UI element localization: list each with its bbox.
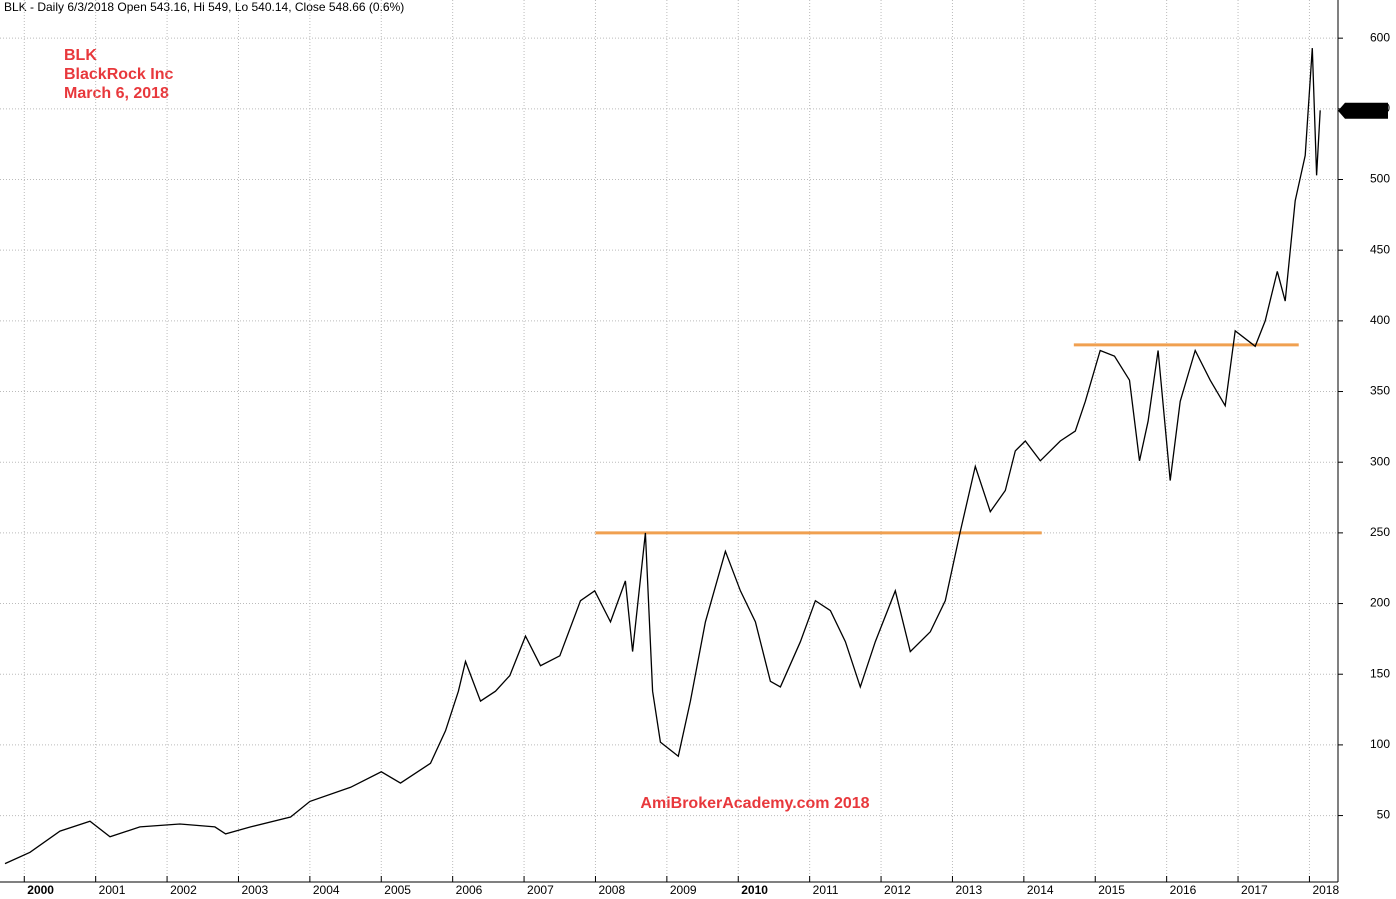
x-tick-label: 2009 — [670, 883, 697, 897]
price-tag-label: 548.66 — [1347, 103, 1384, 117]
x-tick-label: 2002 — [170, 883, 197, 897]
y-tick-label: 600 — [1370, 30, 1390, 44]
x-tick-label: 2011 — [813, 883, 839, 897]
y-tick-label: 200 — [1370, 596, 1390, 610]
y-tick-label: 50 — [1377, 808, 1391, 822]
chart-title: BLK - Daily 6/3/2018 Open 543.16, Hi 549… — [4, 0, 404, 14]
x-tick-label: 2016 — [1170, 883, 1197, 897]
x-tick-label: 2004 — [313, 883, 340, 897]
x-tick-label: 2014 — [1027, 883, 1054, 897]
x-tick-label: 2001 — [99, 883, 126, 897]
annotation: March 6, 2018 — [64, 85, 169, 102]
x-tick-label: 2005 — [384, 883, 411, 897]
x-tick-label: 2012 — [884, 883, 911, 897]
x-tick-label: 2018 — [1312, 883, 1339, 897]
watermark: AmiBrokerAcademy.com 2018 — [640, 795, 869, 812]
x-tick-label: 2003 — [241, 883, 268, 897]
y-tick-label: 450 — [1370, 242, 1390, 256]
y-tick-label: 500 — [1370, 172, 1390, 186]
price-tag — [1338, 102, 1388, 119]
x-tick-label: 2010 — [741, 883, 768, 897]
x-tick-label: 2006 — [456, 883, 483, 897]
y-tick-label: 300 — [1370, 454, 1390, 468]
y-tick-label: 150 — [1370, 666, 1390, 680]
annotation: BlackRock Inc — [64, 66, 173, 83]
y-tick-label: 350 — [1370, 384, 1390, 398]
x-tick-label: 2017 — [1241, 883, 1268, 897]
annotation: BLK — [64, 47, 97, 64]
x-tick-label: 2013 — [955, 883, 982, 897]
y-tick-label: 250 — [1370, 525, 1390, 539]
price-line — [4, 48, 1321, 865]
x-tick-label: 2015 — [1098, 883, 1125, 897]
x-tick-label: 2000 — [27, 883, 54, 897]
x-tick-label: 2007 — [527, 883, 554, 897]
x-tick-label: 2008 — [598, 883, 625, 897]
y-tick-label: 400 — [1370, 313, 1390, 327]
y-tick-label: 100 — [1370, 737, 1390, 751]
